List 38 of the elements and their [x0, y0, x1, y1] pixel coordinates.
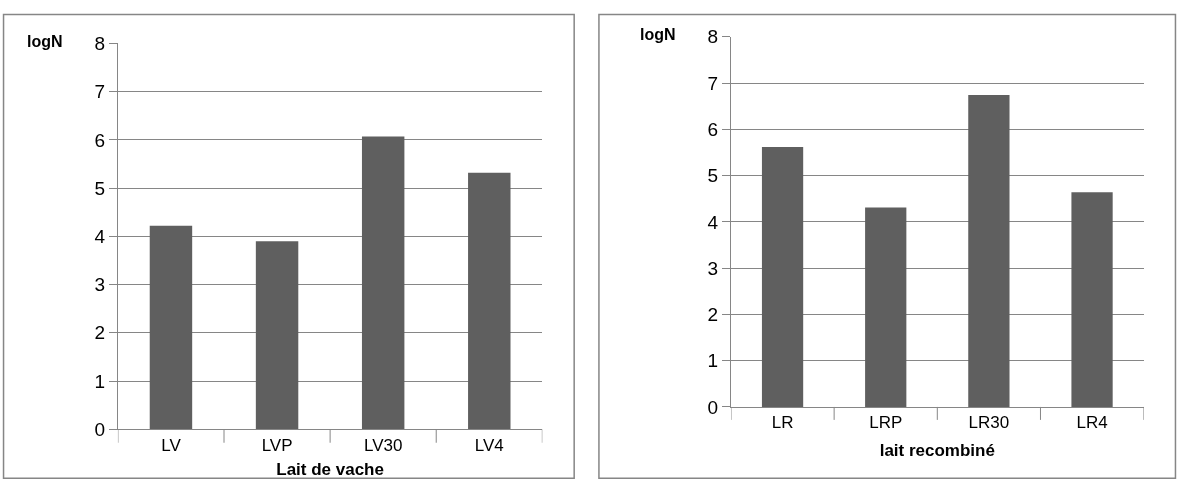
- bar: [865, 207, 907, 407]
- y-tick-label: 5: [94, 177, 106, 199]
- bar: [361, 136, 405, 430]
- x-tick-label: LV: [161, 435, 182, 455]
- y-tick-label: 4: [707, 211, 719, 233]
- bar: [968, 95, 1010, 407]
- y-tick-label: 4: [94, 226, 106, 247]
- y-tick-label: 6: [707, 118, 719, 140]
- x-tick-label: LV30: [363, 435, 403, 455]
- y-tick-label: 8: [707, 26, 719, 48]
- bar: [149, 225, 193, 430]
- x-tick-label: LRP: [869, 413, 903, 433]
- y-tick-label: 0: [707, 396, 719, 418]
- x-tick-label: LR4: [1076, 413, 1108, 433]
- y-tick-label: 5: [707, 165, 719, 187]
- y-tick-label: 3: [94, 274, 106, 296]
- bar: [1071, 192, 1113, 407]
- x-tick-label: LR: [771, 413, 794, 433]
- y-tick-label: 0: [94, 418, 106, 440]
- y-tick-label: 2: [707, 304, 719, 326]
- bar: [468, 172, 511, 430]
- x-tick-label: LR30: [968, 413, 1010, 433]
- y-axis-title: logN: [27, 33, 63, 50]
- bar: [255, 241, 299, 430]
- y-tick-label: 7: [707, 72, 719, 94]
- y-tick-label: 1: [94, 370, 106, 392]
- y-tick-label: 3: [707, 257, 719, 279]
- x-axis-title: lait recombiné: [879, 440, 995, 460]
- y-tick-label: 1: [707, 350, 719, 372]
- y-axis-title: logN: [640, 26, 676, 43]
- y-tick-label: 7: [94, 81, 106, 103]
- y-tick-label: 6: [94, 129, 106, 151]
- bar: [761, 146, 804, 407]
- x-tick-label: LVP: [261, 435, 293, 455]
- y-tick-label: 2: [94, 322, 106, 344]
- y-tick-label: 8: [94, 33, 106, 55]
- x-tick-label: LV4: [474, 435, 504, 455]
- x-axis-title: Lait de vache: [276, 460, 384, 479]
